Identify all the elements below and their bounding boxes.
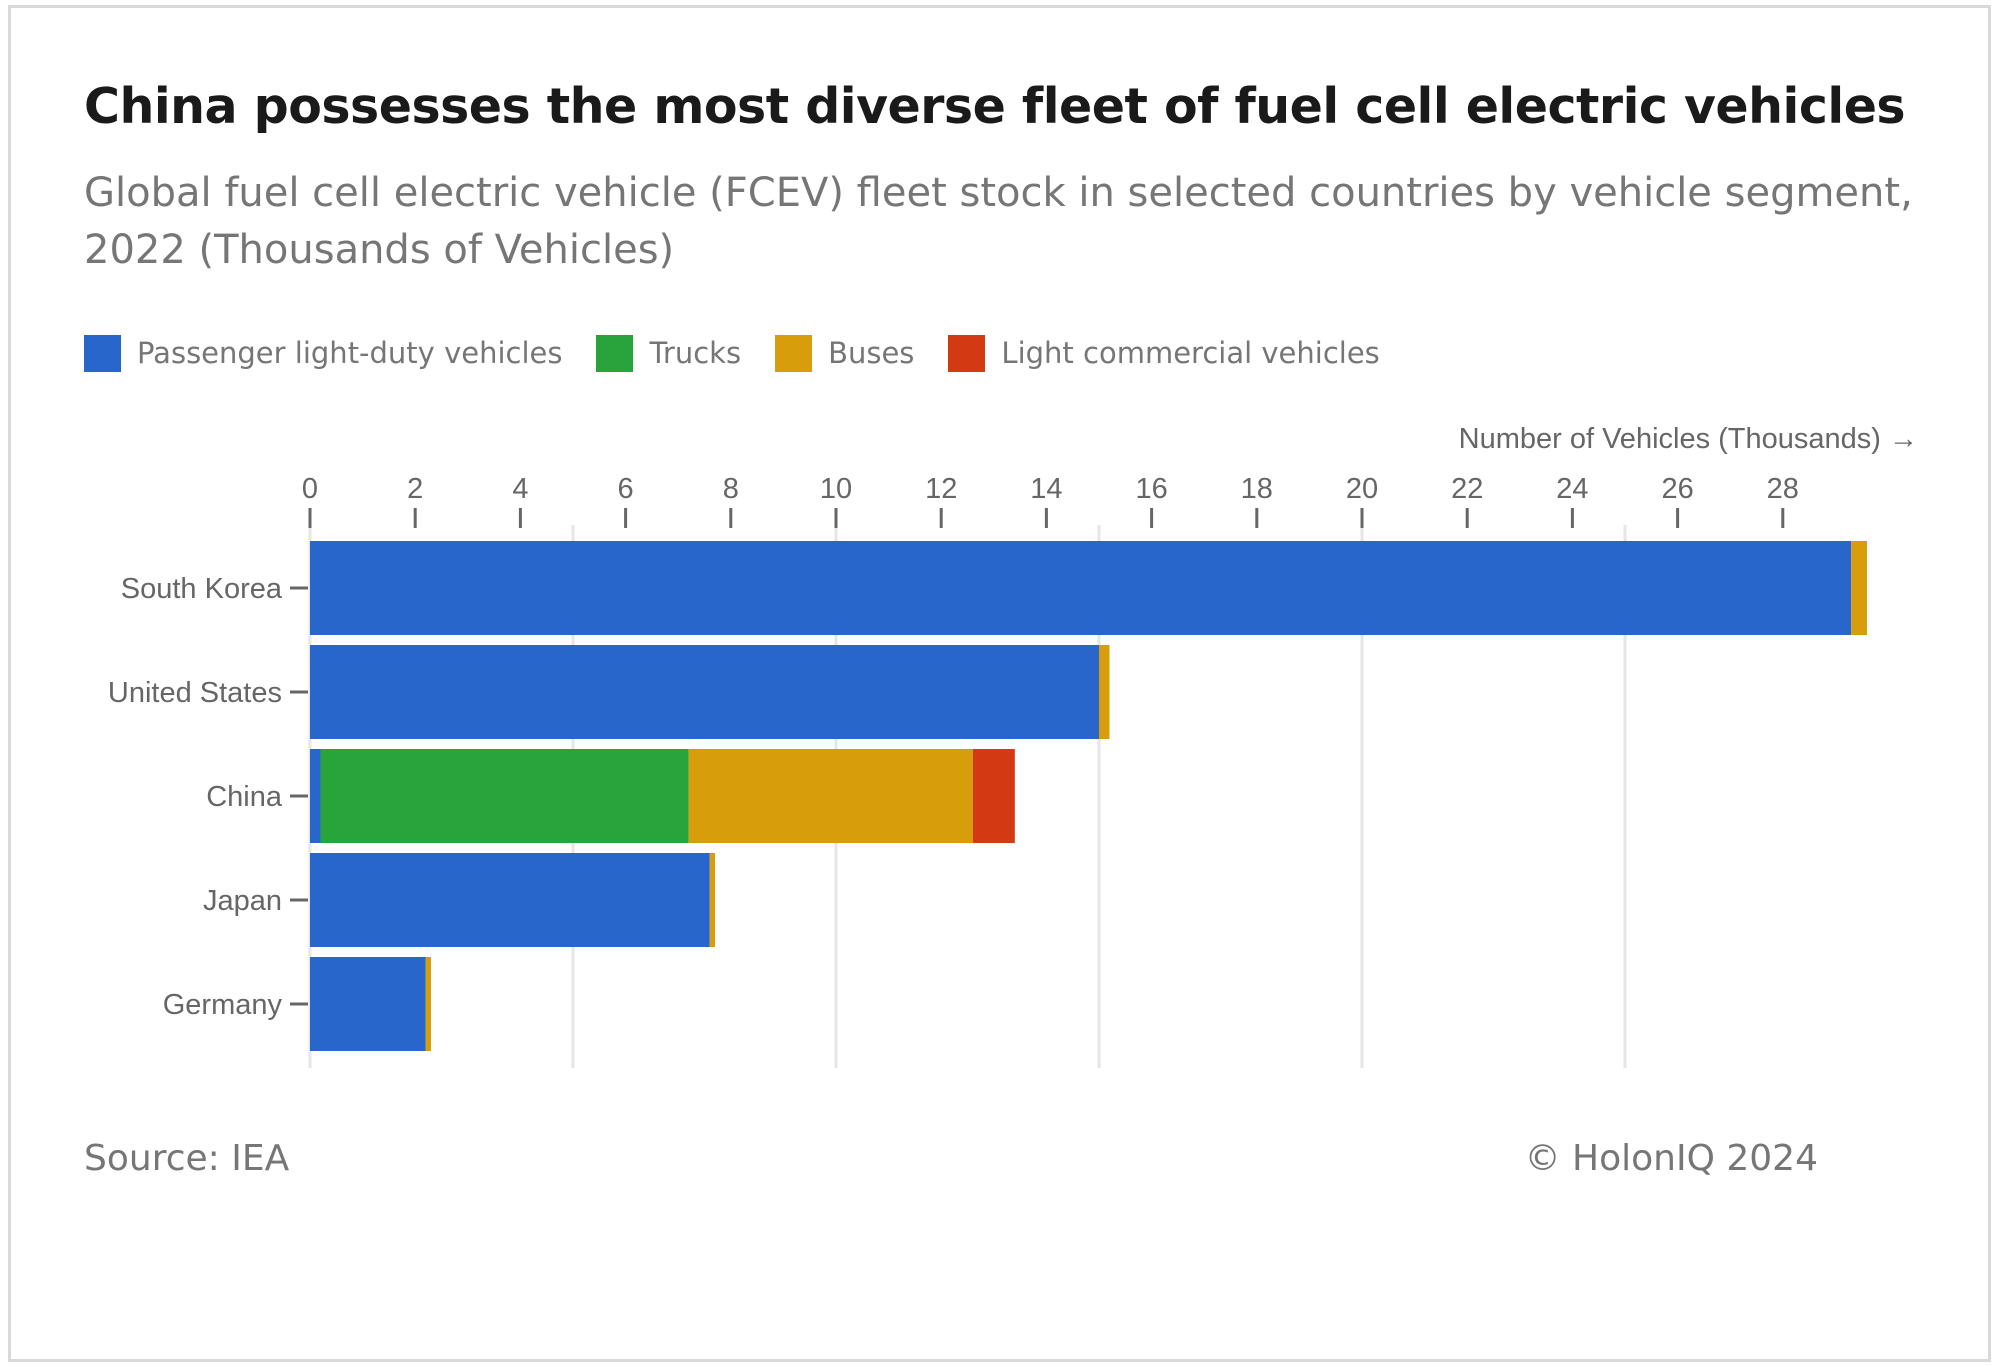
bar-segment bbox=[709, 853, 716, 947]
x-axis-title: Number of Vehicles (Thousands) → bbox=[1459, 423, 1918, 455]
bar-segment bbox=[425, 957, 431, 1051]
bar-segment bbox=[310, 541, 1852, 635]
x-tick-label: 2 bbox=[407, 473, 423, 505]
x-tick-label: 10 bbox=[820, 473, 852, 505]
category-label: China bbox=[206, 781, 283, 813]
x-tick-label: 28 bbox=[1767, 473, 1799, 505]
chart-title: China possesses the most diverse fleet o… bbox=[84, 78, 1906, 135]
legend-swatch bbox=[948, 334, 986, 372]
x-tick-label: 8 bbox=[723, 473, 739, 505]
legend: Passenger light-duty vehicles Trucks Bus… bbox=[84, 333, 1414, 373]
chart-subtitle: Global fuel cell electric vehicle (FCEV)… bbox=[84, 170, 1913, 273]
x-tick-label: 14 bbox=[1030, 473, 1062, 505]
category-label: United States bbox=[108, 677, 282, 709]
copyright-note: © HolonIQ 2024 bbox=[1524, 1138, 1818, 1179]
x-tick-label: 24 bbox=[1556, 473, 1588, 505]
x-tick-label: 18 bbox=[1241, 473, 1273, 505]
legend-swatch bbox=[84, 334, 121, 372]
legend-item-light-commercial[interactable]: Light commercial vehicles bbox=[948, 334, 1380, 372]
legend-label: Passenger light-duty vehicles bbox=[137, 336, 563, 370]
x-tick-label: 12 bbox=[925, 473, 957, 505]
x-tick-label: 26 bbox=[1661, 473, 1693, 505]
x-tick-label: 16 bbox=[1135, 473, 1167, 505]
x-tick-label: 4 bbox=[512, 473, 528, 505]
bar-segment bbox=[310, 645, 1099, 739]
bar-segment bbox=[972, 749, 1015, 843]
legend-item-passenger[interactable]: Passenger light-duty vehicles bbox=[84, 334, 563, 372]
x-tick-label: 6 bbox=[618, 473, 634, 505]
x-tick-label: 0 bbox=[302, 473, 318, 505]
bar-segment bbox=[1099, 645, 1110, 739]
category-label: Japan bbox=[203, 885, 282, 917]
legend-label: Buses bbox=[828, 336, 915, 370]
category-label: Germany bbox=[163, 989, 283, 1021]
legend-item-buses[interactable]: Buses bbox=[775, 334, 915, 372]
legend-label: Trucks bbox=[649, 336, 742, 370]
bar-segment bbox=[310, 853, 710, 947]
bar-segment bbox=[310, 957, 426, 1051]
legend-label: Light commercial vehicles bbox=[1001, 336, 1380, 370]
bar-segment bbox=[688, 749, 973, 843]
x-tick-label: 20 bbox=[1346, 473, 1378, 505]
legend-swatch bbox=[596, 334, 634, 372]
x-tick-label: 22 bbox=[1451, 473, 1483, 505]
source-note: Source: IEA bbox=[84, 1138, 290, 1179]
legend-swatch bbox=[775, 334, 813, 372]
bar-segment bbox=[320, 749, 689, 843]
bar-segment bbox=[310, 749, 321, 843]
category-label: South Korea bbox=[121, 573, 283, 605]
legend-item-trucks[interactable]: Trucks bbox=[596, 334, 742, 372]
bar-segment bbox=[1851, 541, 1867, 635]
